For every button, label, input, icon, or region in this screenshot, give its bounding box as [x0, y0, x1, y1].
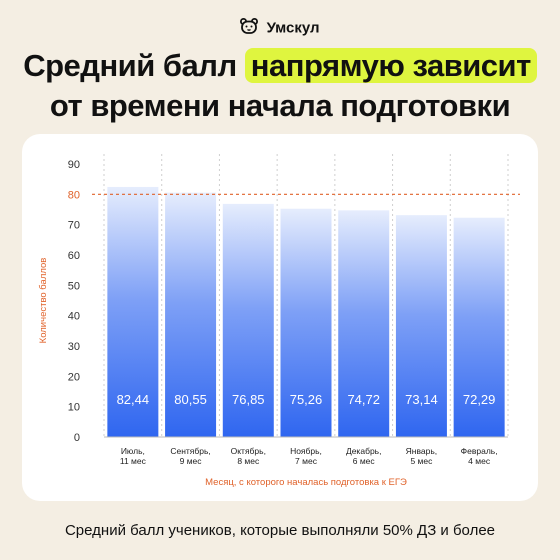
bar	[338, 210, 390, 437]
bar-value-label: 74,72	[347, 392, 380, 407]
brand-name: Умскул	[266, 19, 320, 37]
x-tick-label: Декабрь, 6 мес	[346, 446, 382, 466]
y-tick-label: 50	[68, 280, 80, 292]
headline-line-2: от времени начала подготовки	[49, 88, 511, 123]
brand: Умскул	[0, 18, 560, 38]
bar	[222, 203, 274, 437]
bar-value-label: 75,26	[290, 392, 323, 407]
x-tick-label: Сентябрь, 9 мес	[170, 446, 210, 466]
y-tick-label: 10	[68, 402, 80, 414]
x-tick-label: Январь, 5 мес	[406, 446, 438, 466]
x-tick-label: Ноябрь, 7 мес	[290, 446, 322, 466]
bar-value-label: 82,44	[117, 392, 150, 407]
y-axis-title: Количество баллов	[38, 258, 49, 344]
x-axis-title: Месяц, с которого началась подготовка к …	[205, 477, 407, 488]
y-tick-label: 30	[68, 341, 80, 353]
bear-icon	[240, 18, 259, 38]
y-tick-label: 20	[68, 371, 80, 383]
bar	[453, 217, 505, 437]
headline-line-1: Средний балл напрямую зависит	[0, 46, 560, 86]
bar	[280, 208, 332, 437]
bar-value-label: 72,29	[463, 392, 496, 407]
bar	[395, 215, 447, 437]
headline-highlight: напрямую зависит	[244, 48, 537, 83]
x-tick-label: Июль, 11 мес	[120, 446, 147, 466]
bar	[165, 192, 217, 437]
y-tick-label: 0	[74, 432, 80, 444]
x-tick-label: Октябрь, 8 мес	[231, 446, 266, 466]
bar-value-label: 80,55	[174, 392, 207, 407]
y-tick-label: 40	[68, 311, 80, 323]
x-tick-label: Февраль, 4 мес	[461, 446, 498, 466]
bar-value-label: 76,85	[232, 392, 265, 407]
headline-part1: Средний балл	[23, 48, 237, 83]
y-tick-label: 90	[68, 159, 80, 171]
bar-value-label: 73,14	[405, 392, 438, 407]
caption: Средний балл учеников, которые выполняли…	[64, 522, 496, 539]
y-tick-label: 70	[68, 220, 80, 232]
y-tick-label: 80	[68, 189, 80, 201]
bar	[107, 186, 159, 437]
bar-chart: 82,44 80,55 76,85 75,26 74,72 73,14 72,29 0 10 2…	[38, 154, 520, 488]
y-tick-label: 60	[68, 250, 80, 262]
headline: Средний балл напрямую зависит от времени…	[0, 46, 560, 126]
